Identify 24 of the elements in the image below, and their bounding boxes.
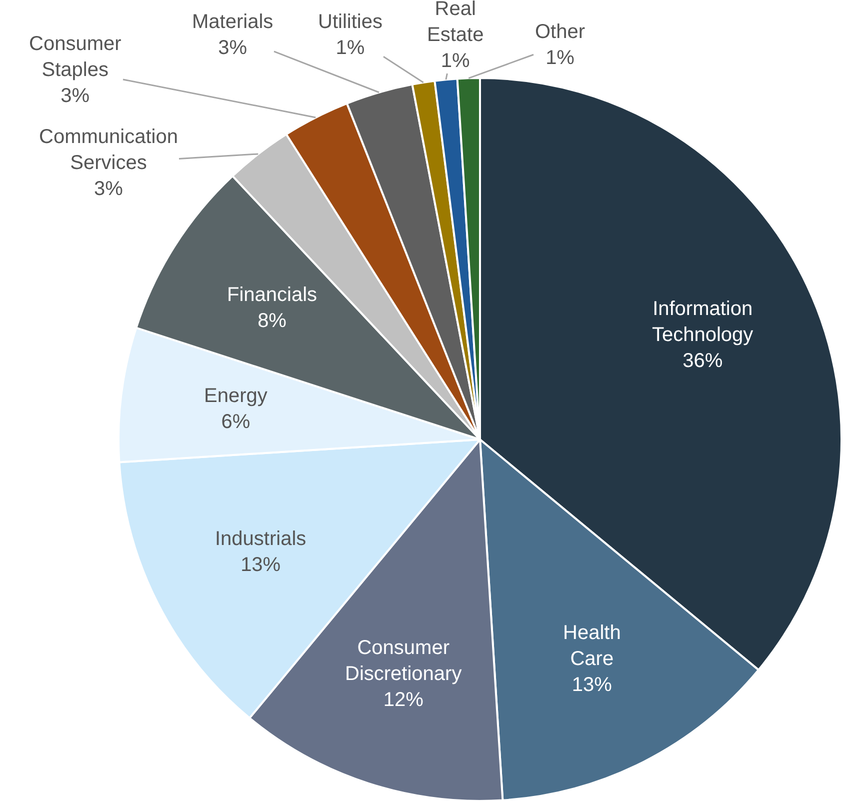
data-label: 1% xyxy=(336,37,365,59)
slice-label: Materials xyxy=(192,11,274,33)
slice-label: Communication Services xyxy=(39,126,178,174)
data-label: 12% xyxy=(383,689,424,711)
data-label: 3% xyxy=(94,178,124,200)
slice-label: Consumer Staples xyxy=(29,33,122,81)
data-label: 8% xyxy=(258,310,287,332)
data-label: 36% xyxy=(682,350,723,372)
data-label: 3% xyxy=(60,85,90,107)
data-label: 13% xyxy=(240,554,281,576)
slice-label: Other xyxy=(535,21,586,43)
slice-label: Health Care xyxy=(563,622,621,670)
slice-label: Real Estate xyxy=(427,0,484,46)
data-label: 6% xyxy=(221,411,250,433)
slice-label: Consumer Discretionary xyxy=(345,637,462,685)
slice-label: Financials xyxy=(227,284,318,306)
data-label: 3% xyxy=(218,37,248,59)
data-label: 1% xyxy=(546,47,575,69)
slice-label: Industrials xyxy=(215,528,306,550)
slice-label: Energy xyxy=(204,385,268,407)
slice-label: Information Technology xyxy=(652,298,754,346)
data-label: 13% xyxy=(572,674,612,696)
slice-label: Utilities xyxy=(318,11,382,33)
data-label: 1% xyxy=(440,50,470,72)
